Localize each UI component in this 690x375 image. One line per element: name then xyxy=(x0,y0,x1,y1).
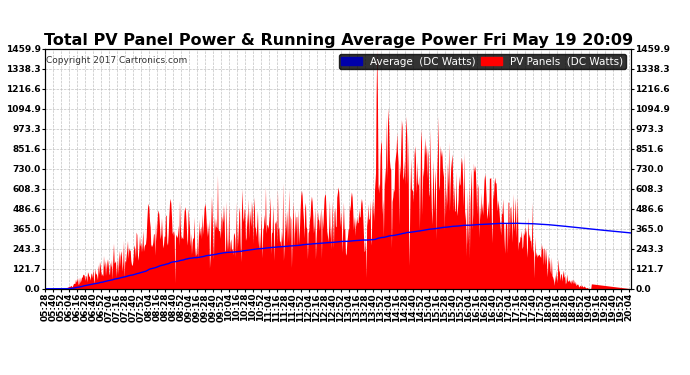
Title: Total PV Panel Power & Running Average Power Fri May 19 20:09: Total PV Panel Power & Running Average P… xyxy=(43,33,633,48)
Text: Copyright 2017 Cartronics.com: Copyright 2017 Cartronics.com xyxy=(46,56,187,65)
Legend: Average  (DC Watts), PV Panels  (DC Watts): Average (DC Watts), PV Panels (DC Watts) xyxy=(339,54,626,69)
